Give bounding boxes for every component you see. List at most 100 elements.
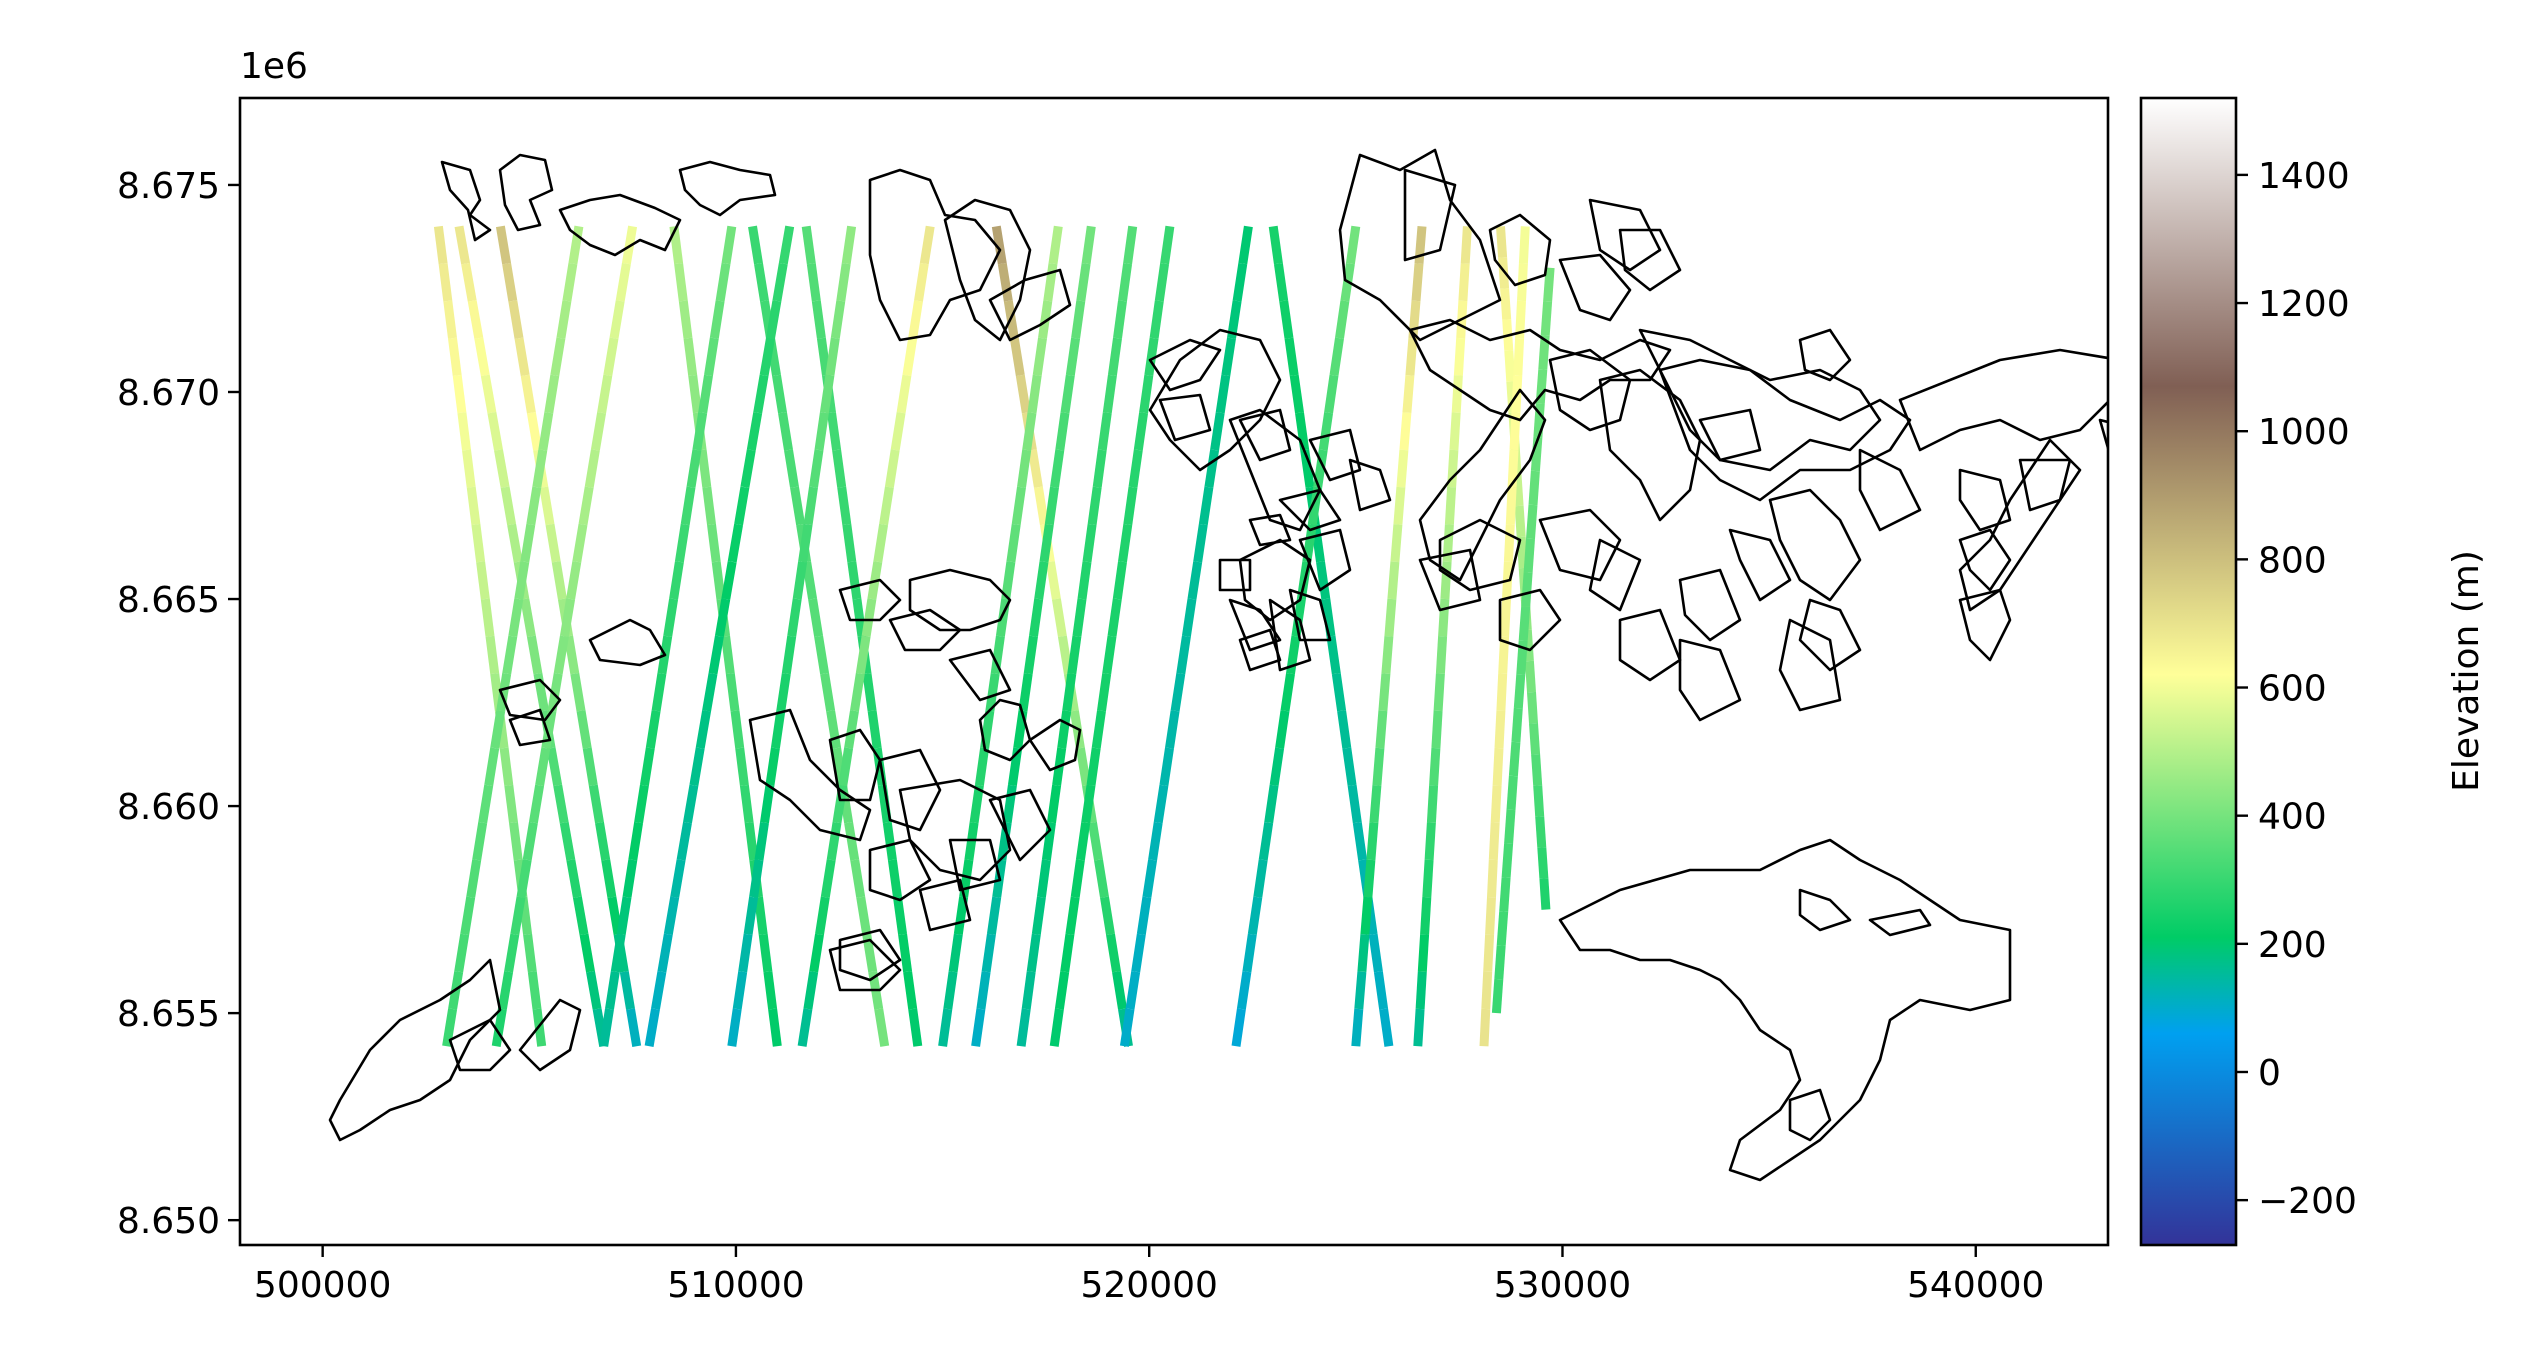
track-segment [820, 672, 836, 712]
track-segment [487, 411, 503, 451]
track-segment [532, 449, 548, 488]
track-segment [651, 672, 667, 712]
track-segment [597, 374, 613, 414]
track-segment [1393, 486, 1406, 525]
track-segment [1049, 1008, 1064, 1047]
track-segment [1258, 821, 1274, 861]
track-segment [903, 971, 918, 1010]
glacier-outline [1958, 468, 2012, 532]
glacier-outline [868, 838, 932, 902]
track-segment [953, 896, 969, 936]
track-segment [1125, 971, 1141, 1010]
track-segment [584, 449, 600, 488]
glacier-outline [1403, 168, 1457, 262]
track-segment [504, 784, 518, 824]
track-segment [1160, 225, 1175, 265]
track-segment [508, 300, 524, 339]
track-segment [738, 933, 753, 973]
track-segment [1539, 878, 1551, 910]
track-segment [1490, 785, 1502, 823]
track-segment [1043, 262, 1058, 302]
track-segment [504, 933, 520, 973]
track-segment [514, 337, 530, 377]
track-segment [1420, 896, 1432, 935]
glacier-outline [1588, 198, 1662, 272]
track-segment [1379, 1008, 1394, 1047]
track-segment [1006, 523, 1021, 563]
glacier-outline [1798, 598, 1862, 672]
track-segment [1029, 598, 1044, 637]
track-segment [1016, 1008, 1031, 1047]
track-segment [1533, 402, 1545, 438]
track-segment [1526, 504, 1538, 540]
track-segment [1247, 896, 1263, 936]
track-segment [836, 262, 851, 302]
glacier-outline [1898, 348, 2108, 452]
track-segment [898, 933, 913, 973]
track-segment [1036, 859, 1051, 898]
track-segment [1071, 300, 1086, 339]
track-segment [1360, 896, 1373, 935]
y-tick-label: 8.655 [117, 994, 220, 1035]
track-segment [1232, 262, 1248, 302]
track-segment [721, 561, 737, 600]
track-segment [1286, 635, 1301, 675]
track-segment [1119, 1008, 1135, 1047]
track-segment [495, 225, 512, 265]
glacier-outline [908, 568, 1012, 632]
track-segment [1055, 412, 1070, 451]
track-segment [1044, 486, 1059, 526]
track-segment [842, 523, 857, 563]
track-segment [798, 523, 813, 563]
track-segment [678, 300, 693, 339]
track-segment [1118, 262, 1133, 302]
track-segment [539, 486, 555, 526]
track-segment [1039, 523, 1054, 563]
glacier-outline [1698, 408, 1762, 462]
track-segment [1187, 561, 1203, 600]
track-segment [1313, 449, 1328, 488]
track-24 [1479, 226, 1530, 1047]
track-segment [1483, 934, 1495, 972]
glacier-outline [888, 608, 962, 652]
track-segment [896, 374, 912, 414]
track-segment [1097, 672, 1112, 712]
track-segment [663, 896, 680, 936]
glacier-outline [868, 168, 1002, 342]
glacier-outline [1798, 888, 1852, 932]
track-segment [628, 821, 644, 861]
track-segment [1002, 784, 1017, 824]
track-segment [1082, 523, 1097, 563]
track-20 [1231, 225, 1361, 1047]
track-segment [1458, 263, 1470, 302]
track-segment [610, 933, 626, 973]
track-6 [669, 225, 782, 1047]
track-segment [861, 598, 877, 637]
track-segment [1496, 911, 1509, 946]
track-segment [1165, 710, 1180, 749]
track-segment [528, 784, 545, 824]
track-segment [1331, 672, 1347, 712]
track-segment [669, 561, 684, 600]
track-segment [908, 1008, 923, 1047]
glacier-outline [1228, 598, 1282, 652]
track-segment [605, 971, 620, 1010]
track-segment [704, 337, 719, 377]
track-segment [1369, 785, 1382, 823]
glacier-outline [1158, 393, 1212, 442]
track-segment [582, 747, 598, 787]
track-segment [1433, 673, 1445, 712]
track-segment [830, 300, 846, 339]
glacier-outline [948, 648, 1012, 702]
track-segment [526, 411, 543, 451]
colorbar-tick-label: 1000 [2258, 412, 2350, 453]
track-segment [781, 635, 797, 675]
track-segment [1088, 821, 1103, 861]
track-segment [634, 784, 649, 824]
track-segment [867, 710, 882, 749]
plot-background [240, 98, 2108, 1245]
glacier-outline [1498, 588, 1562, 652]
track-segment [902, 337, 918, 377]
glacier-outline [498, 153, 554, 232]
track-segment [454, 225, 471, 265]
